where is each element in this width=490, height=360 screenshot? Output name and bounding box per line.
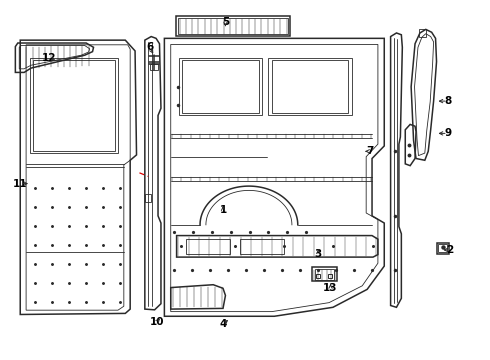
Text: 6: 6 bbox=[146, 42, 153, 52]
Bar bbox=[419, 29, 426, 37]
Text: 7: 7 bbox=[366, 146, 373, 156]
Text: 3: 3 bbox=[315, 248, 322, 258]
Bar bbox=[438, 244, 447, 252]
Text: 5: 5 bbox=[222, 17, 229, 27]
Text: 10: 10 bbox=[150, 317, 164, 327]
Text: 4: 4 bbox=[220, 319, 227, 329]
Text: 13: 13 bbox=[323, 283, 338, 293]
Text: 11: 11 bbox=[13, 179, 27, 189]
Bar bbox=[150, 64, 158, 70]
Bar bbox=[182, 60, 259, 113]
Bar bbox=[272, 60, 348, 113]
Text: 8: 8 bbox=[444, 96, 451, 106]
Bar bbox=[146, 194, 151, 202]
Bar bbox=[313, 267, 337, 281]
Bar bbox=[175, 16, 291, 36]
Text: 9: 9 bbox=[444, 129, 451, 138]
Text: 12: 12 bbox=[42, 53, 57, 63]
Bar bbox=[269, 58, 351, 116]
Bar bbox=[179, 58, 262, 116]
Bar bbox=[186, 239, 230, 253]
Text: 1: 1 bbox=[220, 206, 227, 216]
Bar bbox=[315, 269, 334, 280]
Bar bbox=[33, 60, 115, 151]
Text: 2: 2 bbox=[446, 245, 454, 255]
Bar bbox=[240, 239, 284, 253]
Bar bbox=[178, 18, 288, 34]
Bar bbox=[437, 243, 449, 253]
Bar bbox=[30, 58, 118, 153]
